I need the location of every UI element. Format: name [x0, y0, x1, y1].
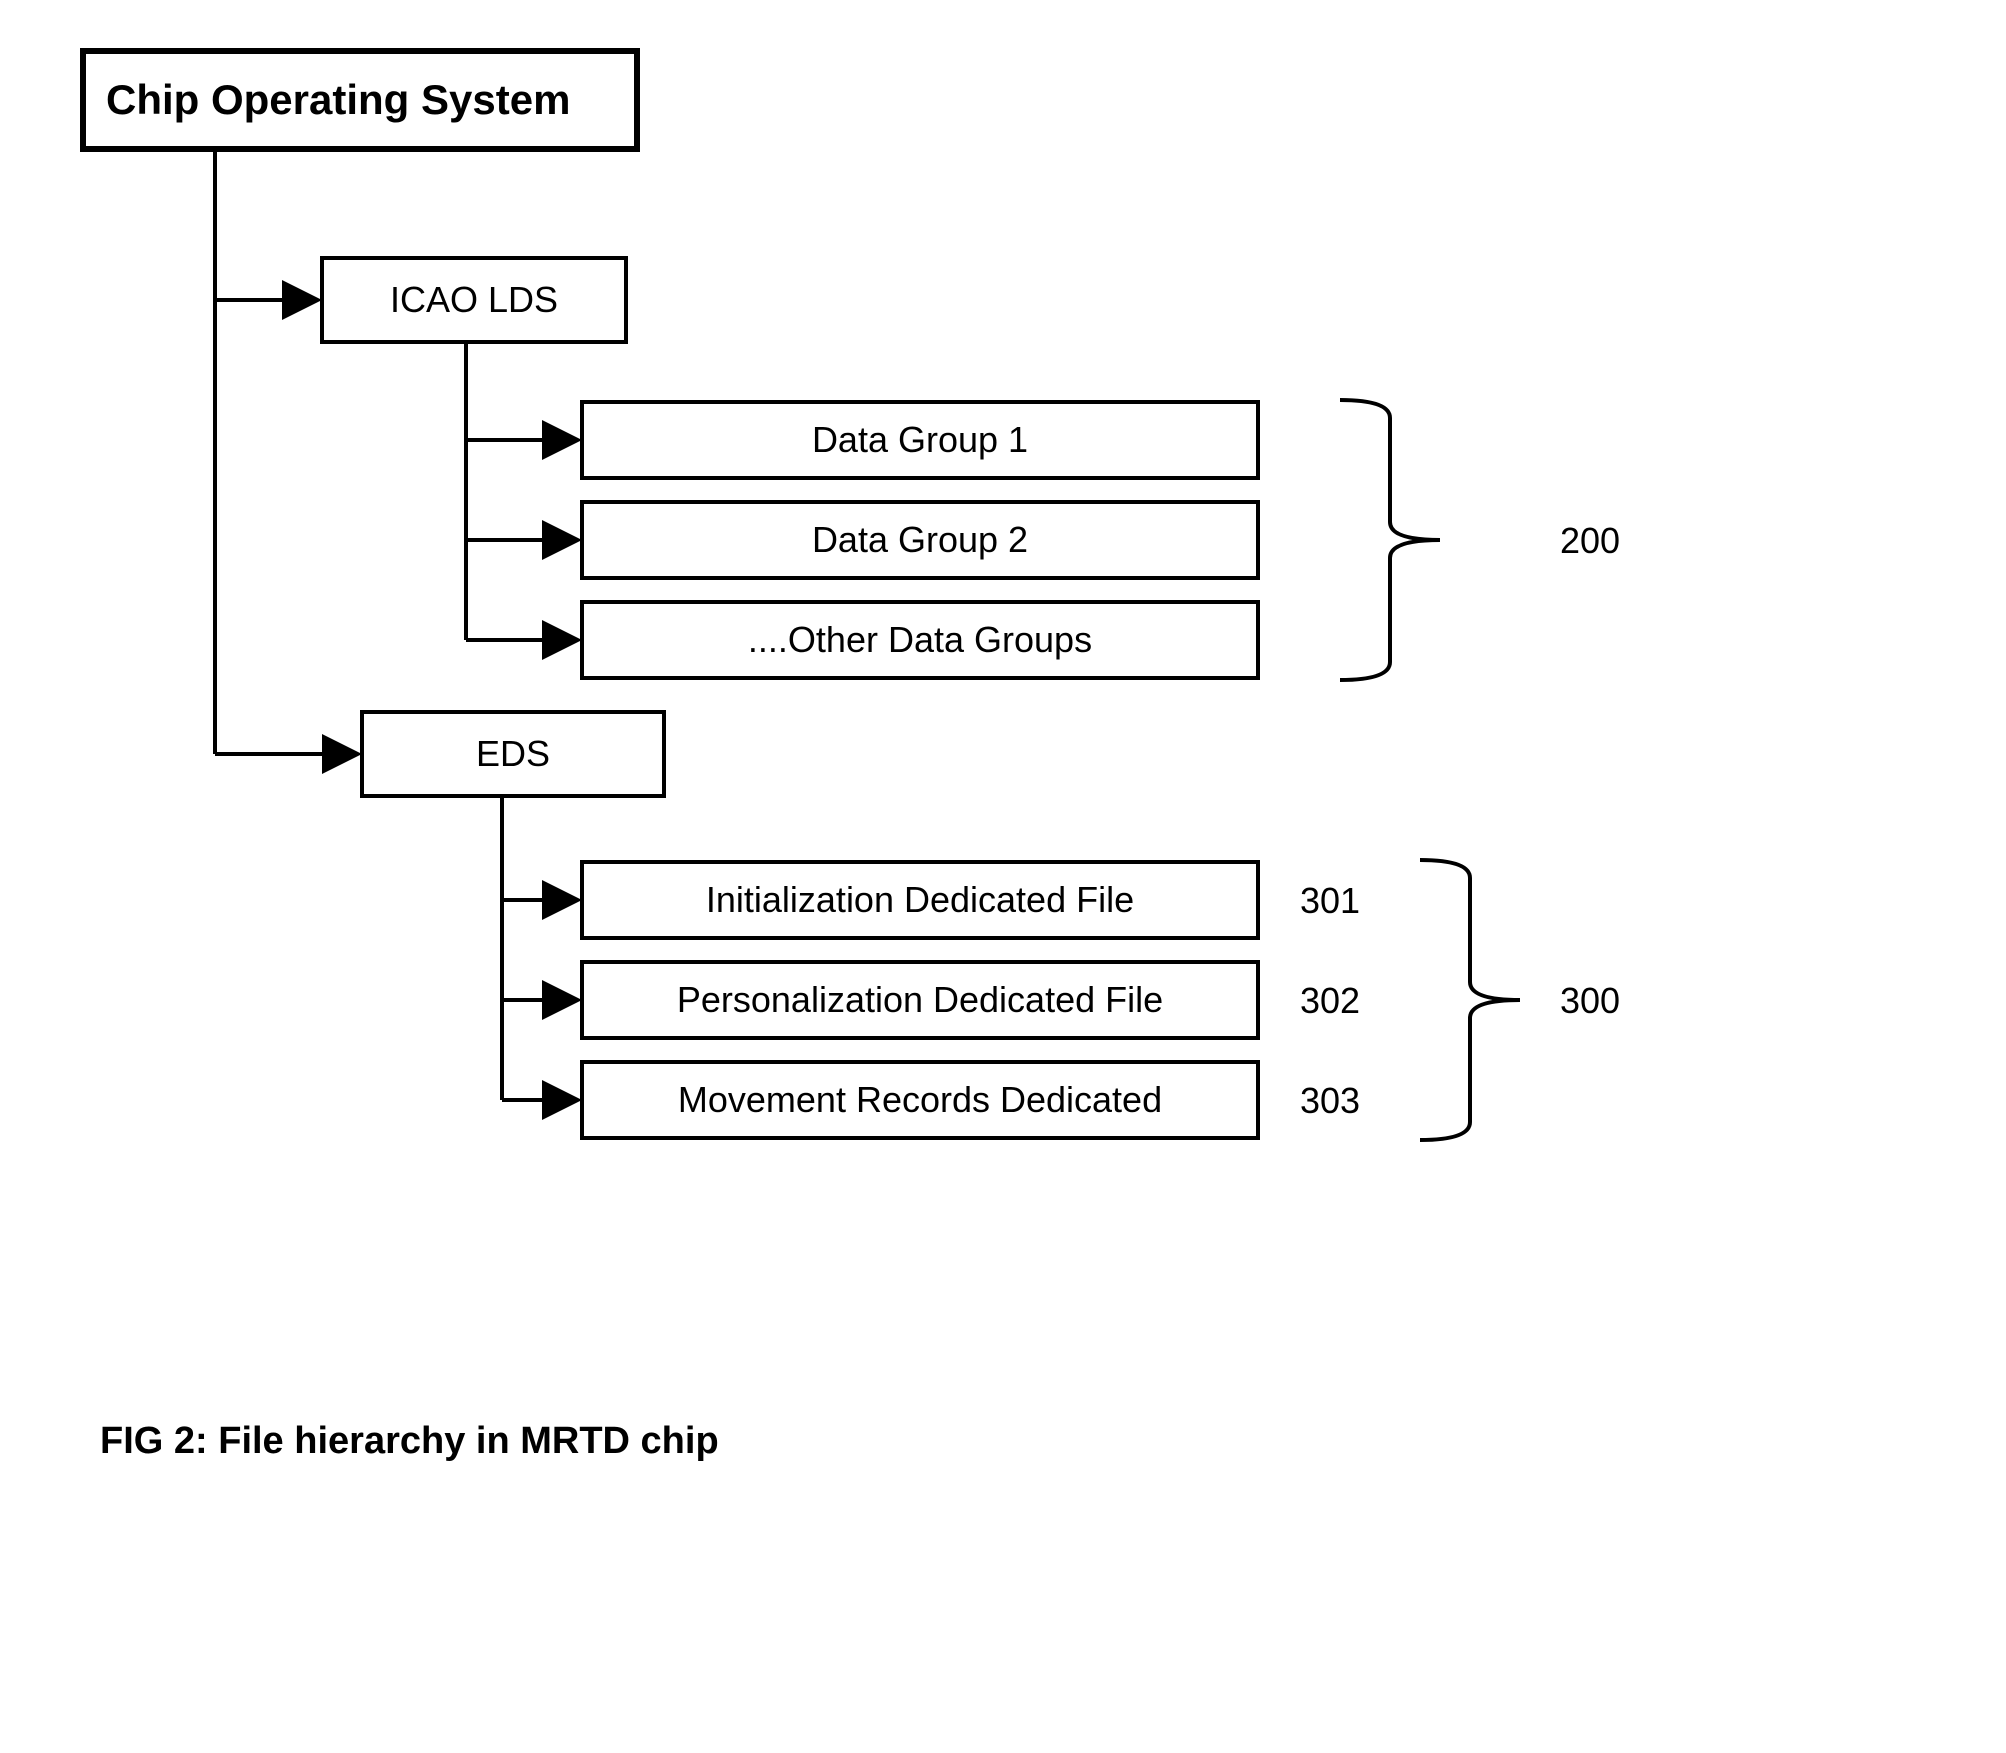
ref-303: 303	[1300, 1080, 1360, 1122]
node-icao-label: ICAO LDS	[390, 279, 558, 321]
leaf-label: Movement Records Dedicated	[678, 1079, 1162, 1121]
group-label-200: 200	[1560, 520, 1620, 562]
leaf-personalization-file: Personalization Dedicated File	[580, 960, 1260, 1040]
node-eds: EDS	[360, 710, 666, 798]
file-hierarchy-diagram: Chip Operating System ICAO LDS EDS Data …	[0, 0, 2006, 1753]
ref-302: 302	[1300, 980, 1360, 1022]
leaf-data-group-1: Data Group 1	[580, 400, 1260, 480]
leaf-label: Personalization Dedicated File	[677, 979, 1163, 1021]
leaf-movement-records: Movement Records Dedicated	[580, 1060, 1260, 1140]
root-node: Chip Operating System	[80, 48, 640, 152]
leaf-other-data-groups: ....Other Data Groups	[580, 600, 1260, 680]
group-label-300: 300	[1560, 980, 1620, 1022]
leaf-label: Data Group 2	[812, 519, 1028, 561]
leaf-label: Data Group 1	[812, 419, 1028, 461]
leaf-init-file: Initialization Dedicated File	[580, 860, 1260, 940]
node-icao-lds: ICAO LDS	[320, 256, 628, 344]
leaf-label: ....Other Data Groups	[748, 619, 1092, 661]
node-eds-label: EDS	[476, 733, 550, 775]
root-label: Chip Operating System	[106, 76, 570, 124]
figure-caption: FIG 2: File hierarchy in MRTD chip	[100, 1420, 719, 1463]
ref-301: 301	[1300, 880, 1360, 922]
leaf-data-group-2: Data Group 2	[580, 500, 1260, 580]
leaf-label: Initialization Dedicated File	[706, 879, 1134, 921]
